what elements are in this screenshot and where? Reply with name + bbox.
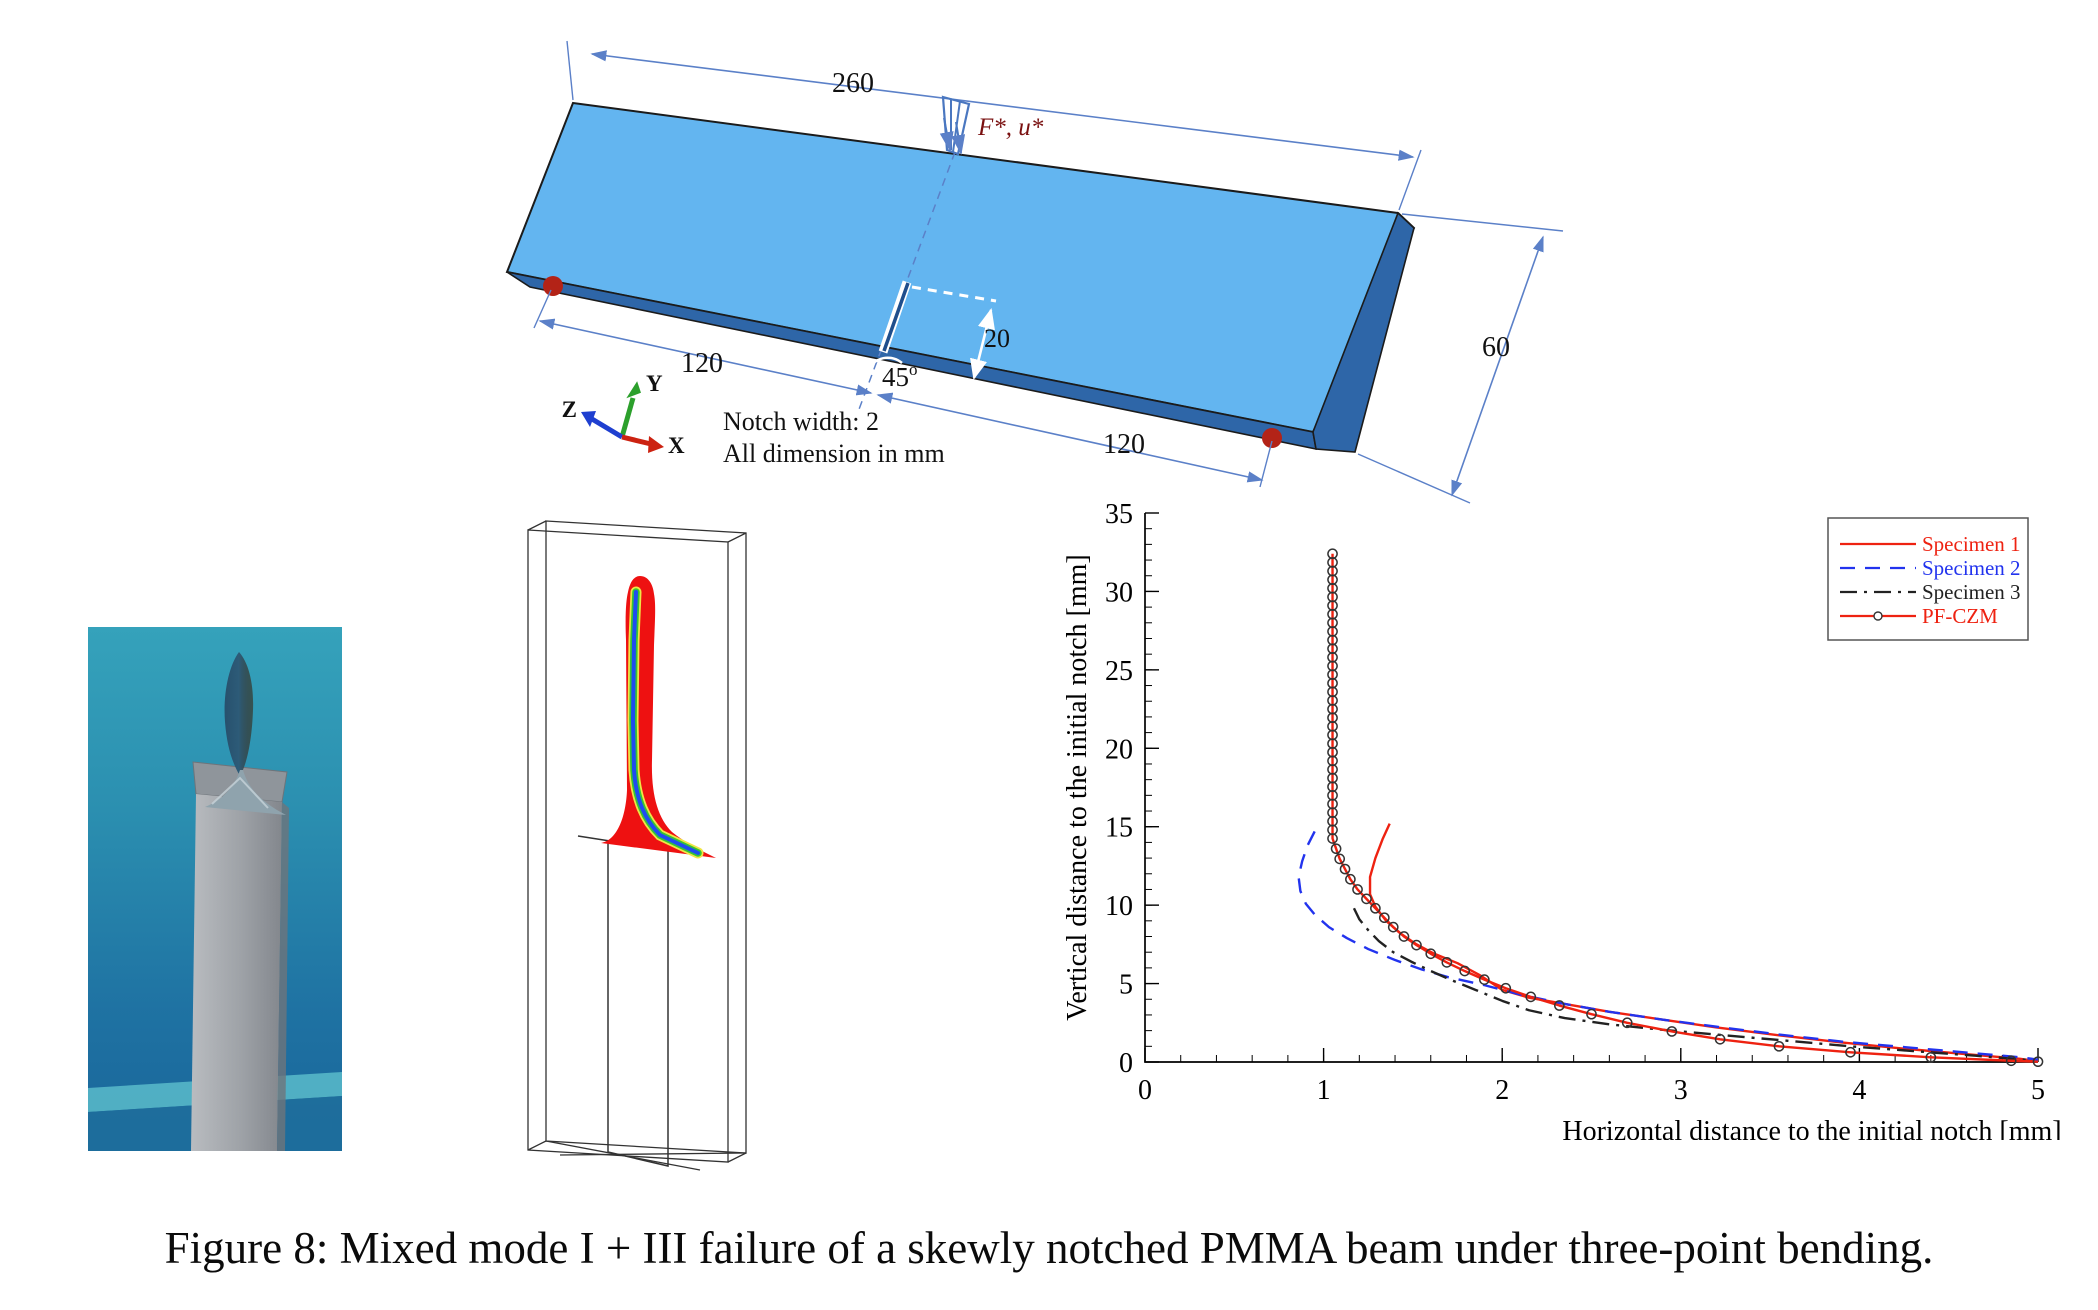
y-tick-label: 0 — [1119, 1048, 1133, 1079]
column-shaft — [191, 794, 282, 1151]
axis-label-z: Z — [562, 397, 577, 422]
notch-depth-label: 20 — [984, 324, 1010, 353]
load-label: F*, u* — [977, 114, 1044, 141]
y-tick-label: 15 — [1105, 813, 1133, 844]
dim-line-120-right — [876, 392, 1264, 483]
series-marker — [2032, 1056, 2044, 1068]
ext-line — [1401, 213, 1564, 232]
axis-label-x: X — [668, 433, 685, 458]
series-marker — [1554, 1000, 1565, 1011]
series-marker — [1334, 853, 1346, 865]
series-marker — [1525, 991, 1537, 1003]
series-marker — [2005, 1055, 2017, 1067]
y-tick-label: 35 — [1105, 499, 1133, 530]
x-tick-label: 3 — [1674, 1075, 1688, 1106]
series-marker — [1845, 1046, 1856, 1058]
series-line-1 — [1368, 823, 2039, 1063]
y-tick-label: 5 — [1119, 970, 1133, 1001]
dim-label-120-left: 120 — [681, 348, 723, 379]
legend-marker — [1873, 611, 1883, 621]
column-side — [277, 802, 289, 1151]
crack-surface — [601, 576, 716, 858]
series-marker — [1339, 863, 1351, 875]
dim-label-260: 260 — [832, 68, 874, 99]
series-marker — [1478, 974, 1490, 986]
crack-path-chart: 0 1 2 3 4 5 0 5 10 15 20 25 30 35 Horizontal distance … — [1062, 499, 2062, 1140]
y-tick-label: 20 — [1105, 734, 1133, 765]
x-tick-label: 1 — [1317, 1075, 1331, 1106]
note-units: All dimension in mm — [723, 439, 945, 468]
note-notch-width: Notch width: 2 — [723, 407, 879, 436]
series-marker — [1500, 982, 1512, 994]
series-line-4 — [1331, 553, 2039, 1063]
notch-depth-arrow — [970, 307, 995, 381]
ext-line — [1398, 149, 1422, 211]
series-marker — [1378, 912, 1390, 924]
series-marker — [1459, 965, 1471, 977]
legend-label: Specimen 1 — [1922, 532, 2021, 556]
fan-highlight — [211, 776, 269, 809]
series-marker — [1398, 931, 1410, 942]
y-tick-label: 30 — [1105, 577, 1133, 608]
dim-line-260 — [590, 50, 1415, 161]
notch-slit — [882, 282, 910, 352]
legend-label: Specimen 3 — [1922, 580, 2021, 604]
x-tick-label: 2 — [1495, 1075, 1509, 1106]
series-marker — [1773, 1040, 1785, 1052]
series-marker — [1621, 1017, 1633, 1029]
legend-box — [1827, 517, 2029, 641]
support-dot-left — [543, 276, 563, 296]
figure-caption: Figure 8: Mixed mode I + III failure of … — [164, 1223, 1934, 1273]
series-line-3 — [1352, 907, 2030, 1062]
legend-label: PF-CZM — [1922, 604, 1998, 628]
series-line-2 — [1297, 830, 2039, 1061]
axis-triad-icon — [581, 381, 664, 453]
dim-label-60: 60 — [1482, 332, 1510, 363]
x-axis-label: Horizontal distance to the initial notch… — [1562, 1116, 2061, 1140]
x-tick-label: 0 — [1138, 1075, 1152, 1106]
beam-schematic: 20 260 F*, u* 120 120 60 45o — [505, 40, 1564, 504]
dim-line-60 — [1451, 235, 1544, 497]
x-tick-label: 5 — [2031, 1075, 2045, 1106]
series-marker — [1387, 921, 1399, 933]
fracture-fan — [205, 770, 286, 815]
series-marker — [1441, 957, 1453, 968]
ext-line — [533, 289, 552, 329]
centerline-dashed — [857, 151, 956, 413]
notch-depth-dashed-line — [911, 285, 997, 303]
series-marker — [1586, 1008, 1597, 1020]
support-dot-right — [1262, 428, 1282, 448]
series-marker — [1361, 893, 1372, 905]
notch-plane — [577, 835, 701, 1167]
simulation-render — [527, 520, 747, 1171]
fracture-blade — [224, 652, 254, 776]
y-axis-label: Vertical distance to the initial notch [… — [1062, 554, 1093, 1021]
series-marker — [1330, 843, 1342, 855]
axis-label-y: Y — [646, 371, 663, 396]
series-marker — [1327, 833, 1338, 844]
beam-end-face — [1312, 211, 1415, 453]
series-marker — [1714, 1033, 1726, 1045]
phase-field-stripe — [627, 586, 704, 859]
series-marker — [1352, 884, 1363, 895]
series-marker — [1425, 948, 1437, 960]
series-marker — [1345, 873, 1356, 885]
x-tick-label: 4 — [1852, 1075, 1866, 1106]
load-arrow-icon — [939, 95, 971, 156]
dim-label-120-right: 120 — [1103, 429, 1145, 460]
notch-angle-label: 45o — [882, 360, 918, 392]
series-marker — [1370, 902, 1381, 914]
series-marker — [1411, 939, 1422, 951]
y-tick-label: 25 — [1105, 656, 1133, 687]
dim-line-120-left — [538, 318, 873, 396]
y-tick-label: 10 — [1105, 891, 1133, 922]
specimen-photo — [88, 627, 342, 1151]
legend-label: Specimen 2 — [1922, 556, 2021, 580]
series-marker — [1666, 1026, 1678, 1037]
ext-line — [1357, 453, 1471, 504]
series-marker — [1925, 1051, 1937, 1063]
ext-line — [566, 40, 574, 101]
